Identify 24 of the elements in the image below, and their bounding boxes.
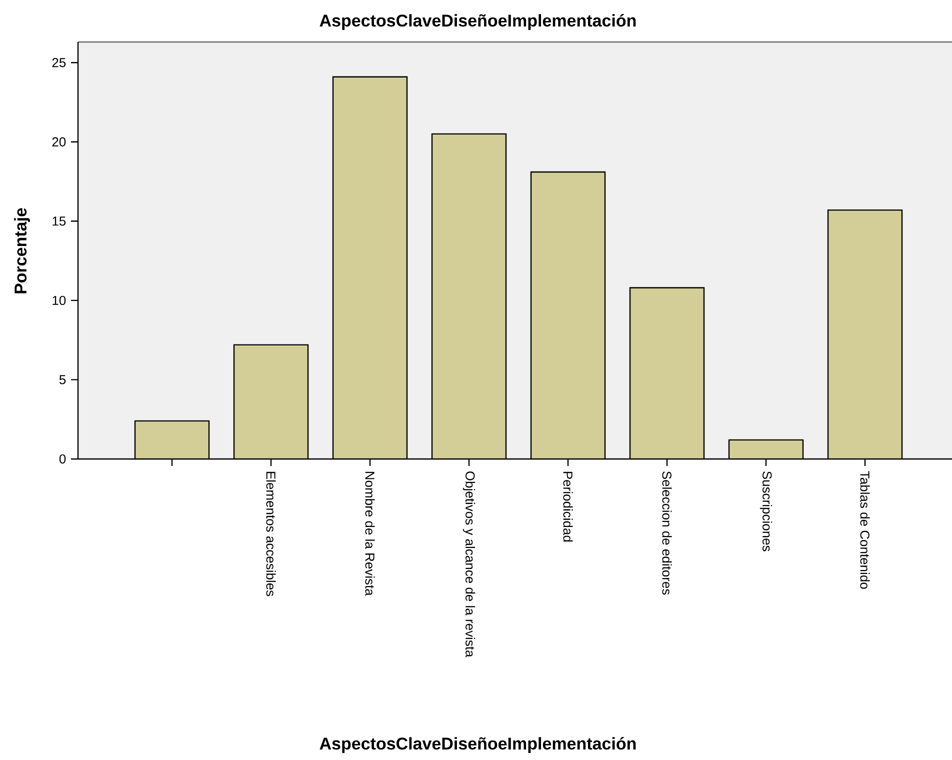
y-tick-label: 15 [52,216,66,226]
x-tick-label: Seleccion de editores [662,471,672,595]
bar [531,172,606,459]
bar [630,288,704,459]
bar [729,440,804,459]
x-tick-label: Nombre de la Revista [365,472,375,596]
bar [827,209,903,459]
x-tick-label: Tablas de Contenido [860,471,870,589]
x-tick-label: Objetivos y alcance de la revista [462,471,476,658]
bar [432,134,506,459]
y-tick-label: 0 [59,454,66,464]
x-tick-label: Elementos accesibles [266,472,276,596]
y-tick-label: 20 [52,137,66,146]
y-tick-label: 5 [59,375,66,384]
x-tick-label: Periodicidad [563,472,573,542]
x-tick-label: Suscripciones [760,471,772,552]
x-axis-title: AspectosClaveDiseñoeImplementación [320,736,636,753]
bar [333,76,408,459]
y-tick-label: 10 [52,296,66,306]
chart-title: AspectosClaveDiseñoeImplementación [320,14,636,30]
y-axis-title: Porcentaje [14,208,30,294]
y-tick-label: 25 [52,58,66,68]
bar [135,420,210,459]
bar [234,344,308,459]
